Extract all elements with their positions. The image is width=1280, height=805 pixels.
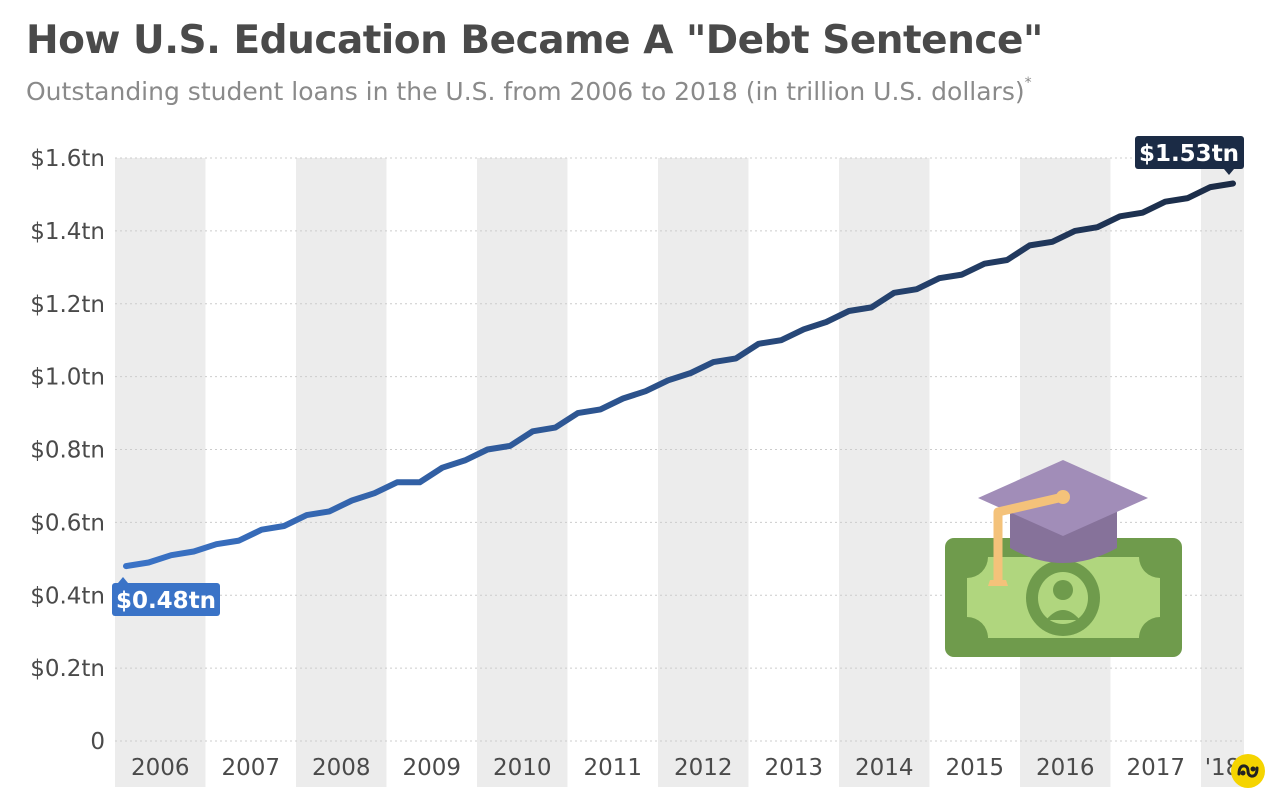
x-tick-label: 2012 (674, 755, 733, 781)
footnote-marker: * (1024, 75, 1032, 91)
y-tick-label: $1.6tn (30, 146, 105, 172)
y-tick-label: $1.2tn (30, 292, 105, 318)
y-tick-label: $0.6tn (30, 510, 105, 536)
y-tick-label: $0.8tn (30, 438, 105, 464)
y-tick-label: $0.2tn (30, 656, 105, 682)
x-tick-label: 2017 (1126, 755, 1185, 781)
x-axis: 2006 2007 2008 2009 2010 2011 2012 2013 2014 2015… (131, 755, 1240, 781)
start-value-callout: $0.48tn (112, 577, 220, 616)
y-tick-label: $1.4tn (30, 219, 105, 245)
x-tick-label: 2008 (312, 755, 371, 781)
statista-logo-icon (1230, 753, 1266, 794)
year-band (115, 158, 206, 787)
y-tick-label: $0.4tn (30, 583, 105, 609)
chart-title: How U.S. Education Became A "Debt Senten… (26, 18, 1043, 63)
x-tick-label: 2007 (221, 755, 280, 781)
x-tick-label: 2015 (945, 755, 1004, 781)
x-tick-label: 2006 (131, 755, 190, 781)
x-tick-label: 2009 (402, 755, 461, 781)
year-band (658, 158, 749, 787)
chart-subtitle-text: Outstanding student loans in the U.S. fr… (26, 77, 1025, 106)
graduation-cap-on-dollar-bill-icon (945, 460, 1182, 657)
end-value-label: $1.53tn (1139, 141, 1239, 167)
year-band (839, 158, 930, 787)
y-tick-label: $1.0tn (30, 365, 105, 391)
end-value-callout: $1.53tn (1135, 136, 1244, 175)
chart-subtitle: Outstanding student loans in the U.S. fr… (26, 75, 1032, 106)
x-tick-label: 2016 (1036, 755, 1095, 781)
start-value-label: $0.48tn (116, 588, 216, 614)
y-tick-label: 0 (90, 729, 105, 755)
x-tick-label: 2010 (493, 755, 552, 781)
y-axis: 0 $0.2tn $0.4tn $0.6tn $0.8tn $1.0tn $1.2tn $1.… (30, 146, 105, 755)
year-band (296, 158, 387, 787)
year-band (1201, 158, 1244, 787)
x-tick-label: 2014 (855, 755, 914, 781)
x-tick-label: 2013 (764, 755, 823, 781)
x-tick-label: 2011 (583, 755, 642, 781)
student-loans-series-line (123, 180, 1236, 570)
year-band (477, 158, 568, 787)
